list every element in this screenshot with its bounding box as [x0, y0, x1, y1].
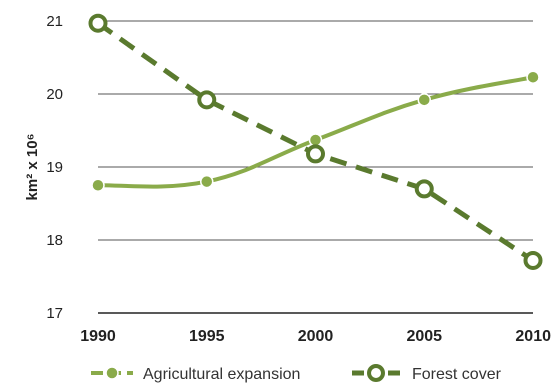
point-forest-cover-2000	[306, 144, 325, 164]
point-agricultural-expansion-1995	[200, 174, 214, 189]
point-agricultural-expansion-1990	[91, 178, 105, 192]
legend-marker-forest-cover	[367, 364, 385, 382]
point-agricultural-expansion-2000	[308, 133, 323, 147]
y-tick-label: 19	[46, 159, 63, 176]
point-agricultural-expansion-2010	[526, 70, 540, 84]
x-tick-label: 2005	[406, 328, 442, 345]
x-tick-label: 2000	[298, 328, 334, 345]
gridlines	[98, 20, 533, 241]
y-tick-label: 21	[46, 13, 63, 30]
y-tick-label: 20	[46, 86, 63, 103]
legend: Agricultural expansion Forest cover	[91, 364, 502, 383]
legend-label-forest-cover: Forest cover	[412, 366, 502, 383]
y-tick-label: 18	[46, 232, 63, 249]
series-lines	[88, 13, 543, 270]
y-tick-labels: 17 18 19 20 21	[46, 13, 63, 322]
y-tick-label: 17	[46, 305, 63, 322]
point-forest-cover-2005	[414, 179, 434, 199]
y-axis-label: km² x 10⁶	[24, 134, 41, 201]
legend-label-agricultural-expansion: Agricultural expansion	[143, 366, 300, 383]
point-agricultural-expansion-2005	[417, 93, 431, 107]
point-forest-cover-1990	[88, 13, 108, 33]
point-forest-cover-1995	[197, 90, 217, 110]
point-forest-cover-2010	[523, 250, 543, 270]
x-tick-label: 1995	[189, 328, 225, 345]
x-tick-label: 2010	[515, 328, 551, 345]
x-tick-labels: 1990 1995 2000 2005 2010	[80, 328, 551, 345]
legend-marker-agricultural-expansion	[105, 366, 119, 380]
x-tick-label: 1990	[80, 328, 116, 345]
